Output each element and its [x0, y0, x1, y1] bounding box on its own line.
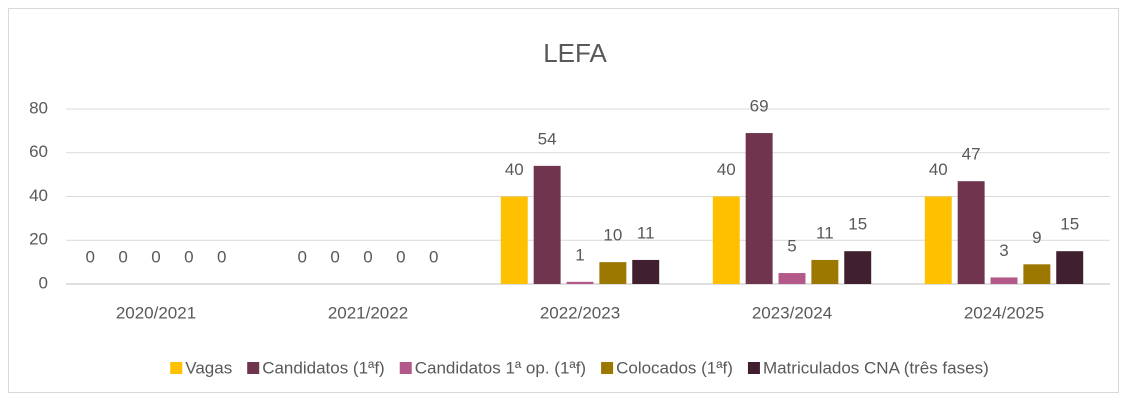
x-tick-label: 2021/2022: [328, 303, 408, 322]
data-label: 0: [118, 247, 127, 266]
data-label: 0: [86, 247, 95, 266]
y-tick-label: 0: [39, 273, 48, 292]
chart-title: LEFA: [543, 38, 607, 68]
data-label: 0: [396, 247, 405, 266]
data-label: 11: [816, 223, 834, 242]
legend-swatch: [601, 362, 614, 374]
y-tick-label: 20: [29, 230, 48, 249]
x-tick-label: 2020/2021: [116, 303, 196, 322]
legend-swatch: [170, 362, 183, 374]
legend-swatch: [247, 362, 260, 374]
data-label: 5: [787, 237, 796, 256]
bar: [811, 259, 839, 284]
data-label: 10: [603, 226, 622, 245]
y-tick-label: 80: [29, 98, 48, 117]
bar: [632, 259, 660, 284]
data-label: 1: [575, 245, 584, 264]
legend-swatch: [399, 362, 412, 374]
data-label: 0: [184, 247, 193, 266]
data-label: 0: [217, 247, 226, 266]
x-tick-label: 2024/2025: [964, 303, 1044, 322]
data-label: 0: [151, 247, 160, 266]
legend-label: Colocados (1ªf): [616, 358, 733, 377]
bar: [1056, 251, 1084, 284]
bar: [566, 281, 594, 284]
data-label: 3: [999, 241, 1008, 260]
data-label: 40: [717, 160, 736, 179]
data-label: 0: [429, 247, 438, 266]
data-label: 40: [505, 160, 524, 179]
data-label: 9: [1032, 228, 1041, 247]
data-label: 15: [848, 215, 867, 234]
legend-label: Candidatos (1ªf): [262, 358, 385, 377]
data-label: 54: [538, 129, 557, 148]
bar: [778, 273, 806, 284]
legend-label: Matriculados CNA (três fases): [763, 358, 989, 377]
y-tick-label: 60: [29, 142, 48, 161]
bar: [990, 277, 1018, 284]
data-label: 15: [1060, 215, 1079, 234]
legend-swatch: [747, 362, 760, 374]
data-label: 69: [750, 97, 769, 116]
data-label: 47: [962, 145, 981, 164]
bar: [924, 196, 952, 284]
bar: [712, 196, 740, 284]
x-tick-label: 2023/2024: [752, 303, 832, 322]
bar: [500, 196, 528, 284]
data-label: 0: [363, 247, 372, 266]
data-label: 0: [298, 247, 307, 266]
y-tick-label: 40: [29, 186, 48, 205]
bar: [533, 165, 561, 284]
data-label: 11: [637, 223, 655, 242]
legend-label: Candidatos 1ª op. (1ªf): [415, 358, 586, 377]
bar: [599, 262, 627, 284]
legend-label: Vagas: [185, 358, 232, 377]
bar: [957, 181, 985, 284]
bar: [844, 251, 872, 284]
x-tick-label: 2022/2023: [540, 303, 620, 322]
data-label: 40: [929, 160, 948, 179]
data-label: 0: [330, 247, 339, 266]
bar: [1023, 264, 1051, 284]
bar: [745, 133, 773, 284]
